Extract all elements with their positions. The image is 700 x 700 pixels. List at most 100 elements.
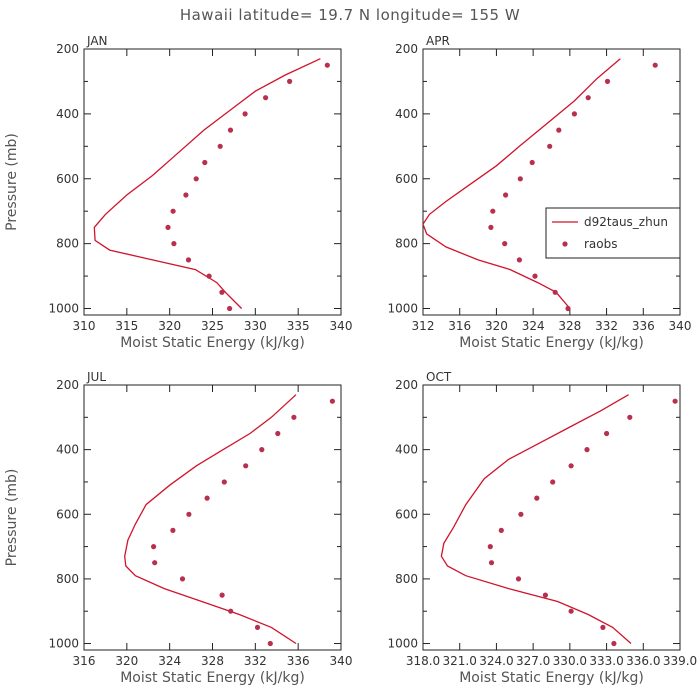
legend-marker-swatch — [562, 241, 568, 247]
data-point-raobs — [627, 414, 633, 420]
panel-title: OCT — [426, 370, 452, 384]
x-tick-label: 316 — [73, 654, 96, 668]
panel-jan: JAN 310 315 320 325 330 335 340 200 400 600 800 1000… — [4, 34, 352, 351]
data-point-raobs — [585, 95, 591, 101]
data-point-raobs — [556, 127, 562, 133]
data-point-raobs — [498, 527, 504, 534]
y-tick-label: 800 — [56, 237, 79, 251]
y-tick-label: 200 — [395, 42, 418, 56]
x-axis-label: Moist Static Energy (kJ/kg) — [459, 670, 644, 686]
y-tick-label: 400 — [395, 443, 418, 457]
data-point-raobs — [604, 430, 610, 437]
x-tick-label: 336 — [632, 319, 655, 333]
x-tick-label: 332 — [595, 319, 618, 333]
data-point-raobs — [217, 143, 223, 149]
x-tick-label: 324 — [522, 319, 545, 333]
data-point-raobs — [267, 640, 273, 647]
data-point-raobs — [170, 208, 176, 214]
x-axis-label: Moist Static Energy (kJ/kg) — [459, 335, 644, 351]
x-tick-label: 318.0 — [406, 654, 440, 668]
panels: JAN 310 315 320 325 330 335 340 200 400 600 800 1000… — [4, 34, 697, 686]
x-tick-label: 330 — [244, 319, 267, 333]
data-point-raobs — [221, 479, 227, 485]
data-point-raobs — [275, 430, 281, 437]
data-point-raobs — [263, 95, 269, 101]
data-point-raobs — [488, 560, 495, 566]
data-point-raobs — [219, 592, 225, 598]
data-point-raobs — [227, 127, 234, 133]
data-point-raobs — [516, 257, 523, 263]
panel-jul: JUL 316 320 324 328 332 336 340 200 400 600 800 1000… — [4, 370, 352, 686]
data-point-raobs — [254, 624, 261, 631]
data-point-raobs — [584, 447, 590, 453]
x-tick-label: 312 — [412, 319, 435, 333]
data-point-raobs — [227, 305, 233, 312]
data-point-raobs — [228, 608, 234, 614]
data-point-raobs — [565, 305, 571, 312]
data-point-raobs — [170, 527, 176, 534]
data-point-raobs — [672, 398, 678, 404]
x-tick-label: 324.0 — [479, 654, 513, 668]
data-point-raobs — [204, 495, 210, 501]
data-point-raobs — [652, 62, 658, 68]
x-tick-label: 335 — [287, 319, 310, 333]
x-tick-label: 336.0 — [626, 654, 660, 668]
data-point-raobs — [532, 273, 538, 279]
panel-title: JAN — [86, 34, 108, 48]
panel-title: JUL — [86, 370, 106, 384]
x-tick-label: 320 — [158, 319, 181, 333]
figure-title: Hawaii latitude= 19.7 N longitude= 155 W — [180, 6, 520, 24]
x-tick-label: 336 — [287, 654, 310, 668]
data-point-raobs — [151, 544, 157, 550]
data-point-raobs — [202, 159, 208, 166]
data-point-raobs — [611, 640, 617, 647]
y-tick-label: 1000 — [48, 637, 79, 651]
x-tick-label: 324 — [158, 654, 181, 668]
panel-apr: APR 312 316 320 324 328 332 336 340 200 400 600 800 1… — [387, 34, 691, 351]
y-tick-label: 400 — [56, 107, 79, 121]
x-axis-label: Moist Static Energy (kJ/kg) — [120, 670, 305, 686]
x-tick-label: 320 — [485, 319, 508, 333]
data-point-raobs — [206, 273, 212, 279]
plot-frame — [83, 384, 342, 651]
y-tick-label: 600 — [56, 507, 79, 521]
legend-box — [545, 207, 681, 259]
data-point-raobs — [542, 592, 549, 598]
data-point-raobs — [185, 257, 192, 263]
data-point-raobs — [243, 463, 249, 469]
x-tick-label: 333.0 — [589, 654, 623, 668]
x-tick-label: 340 — [669, 319, 692, 333]
data-point-raobs — [171, 241, 177, 247]
y-tick-label: 800 — [395, 572, 418, 586]
data-point-raobs — [552, 289, 558, 295]
x-tick-label: 340 — [330, 654, 353, 668]
series-line-d92taus_zhun — [124, 394, 297, 645]
y-tick-label: 200 — [56, 378, 79, 392]
x-tick-label: 325 — [201, 319, 224, 333]
x-tick-label: 339.0 — [663, 654, 697, 668]
data-point-raobs — [259, 447, 265, 453]
data-point-raobs — [571, 111, 578, 117]
y-tick-label: 200 — [56, 42, 79, 56]
panel-title: APR — [426, 34, 450, 48]
y-tick-label: 600 — [56, 172, 79, 186]
y-tick-label: 1000 — [387, 302, 418, 316]
data-point-raobs — [219, 289, 225, 295]
data-point-raobs — [193, 176, 199, 182]
data-point-raobs — [503, 192, 509, 198]
data-point-raobs — [324, 62, 330, 68]
x-tick-label: 332 — [244, 654, 267, 668]
series-line-d92taus_zhun — [440, 394, 632, 644]
y-tick-label: 800 — [395, 237, 418, 251]
plot-frame — [422, 48, 681, 316]
series-line-d92taus_zhun — [423, 58, 621, 309]
y-tick-label: 1000 — [387, 637, 418, 651]
y-tick-label: 400 — [56, 443, 79, 457]
data-point-raobs — [242, 111, 248, 117]
data-point-raobs — [487, 544, 493, 550]
data-point-raobs — [186, 511, 192, 517]
x-tick-label: 330.0 — [553, 654, 587, 668]
x-tick-label: 328 — [201, 654, 224, 668]
